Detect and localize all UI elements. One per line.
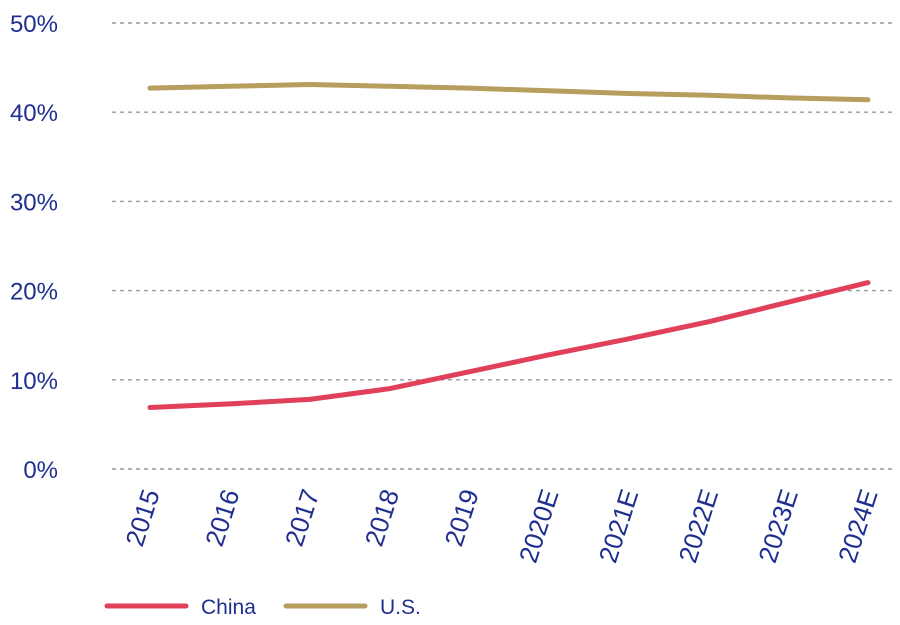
legend-label: U.S. (380, 596, 421, 619)
x-tick-label: 2023E (752, 486, 804, 567)
x-tick-label: 2022E (672, 486, 724, 567)
y-tick-label: 50% (10, 11, 58, 38)
x-tick-label: 2015 (119, 486, 165, 550)
x-tick-label: 2018 (359, 486, 405, 550)
y-axis-tick-labels: 0% 10% 20% 30% 40% 50% (10, 11, 58, 484)
gridlines (112, 22, 895, 470)
y-tick-label: 40% (10, 100, 58, 127)
x-axis-tick-labels: 2015 2016 2017 2018 2019 2020E 2021E 2022E 2023E… (119, 486, 883, 567)
series-line-0 (147, 280, 871, 410)
legend-label: China (201, 596, 256, 619)
y-tick-label: 20% (10, 279, 58, 306)
y-tick-label: 0% (23, 457, 58, 484)
x-tick-label: 2017 (279, 486, 325, 550)
x-tick-label: 2019 (438, 486, 484, 550)
series-line-1 (147, 82, 871, 103)
x-tick-label: 2020E (513, 486, 565, 567)
y-tick-label: 30% (10, 189, 58, 216)
x-tick-label: 2016 (199, 486, 245, 550)
legend: China U.S. (104, 596, 421, 619)
x-tick-label: 2021E (593, 486, 645, 567)
y-tick-label: 10% (10, 368, 58, 395)
series-lines (147, 82, 871, 410)
x-tick-label: 2024E (832, 486, 884, 567)
